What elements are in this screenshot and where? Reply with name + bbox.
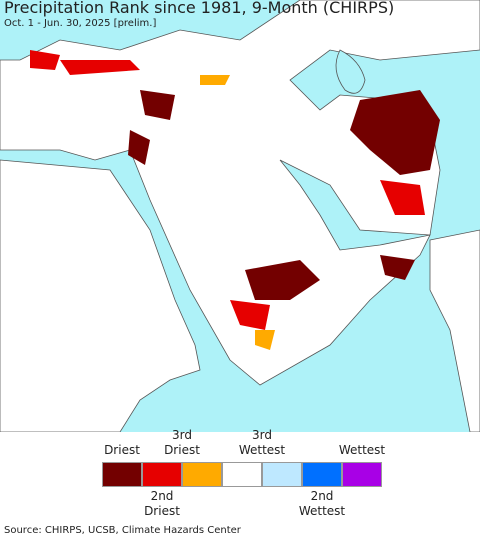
dry-areas xyxy=(128,90,440,300)
legend-swatch xyxy=(182,462,222,487)
legend-label-line: Wettest xyxy=(338,443,386,457)
legend-label: Driest xyxy=(82,443,162,458)
subtitle: Oct. 1 - Jun. 30, 2025 [prelim.] xyxy=(4,18,157,29)
legend-label-line: 3rd xyxy=(172,428,192,442)
legend-swatch xyxy=(222,462,262,487)
dry-areas-2 xyxy=(30,50,425,330)
legend-swatch xyxy=(142,462,182,487)
legend-swatch xyxy=(302,462,342,487)
legend-label-line: Wettest xyxy=(298,504,346,518)
legend-label-line: Driest xyxy=(144,504,180,518)
title: Precipitation Rank since 1981, 9-Month (… xyxy=(4,0,395,17)
legend-swatch xyxy=(342,462,382,487)
legend-label-line: Wettest xyxy=(238,443,286,457)
legend-swatch xyxy=(262,462,302,487)
caspian xyxy=(335,49,366,94)
legend-label: Wettest xyxy=(322,443,402,458)
land-africa xyxy=(0,159,201,432)
land-east xyxy=(429,229,480,432)
legend-label-line: Driest xyxy=(104,443,140,457)
dry-areas-3 xyxy=(200,75,275,350)
legend-label: 2nd Wettest xyxy=(282,489,362,519)
source: Source: CHIRPS, UCSB, Climate Hazards Ce… xyxy=(4,525,241,536)
land-north xyxy=(0,0,480,386)
legend-label-line: 3rd xyxy=(252,428,272,442)
legend-label: 3rd Wettest xyxy=(222,428,302,458)
legend-label-line: Driest xyxy=(164,443,200,457)
map xyxy=(0,0,480,432)
legend-swatch xyxy=(102,462,142,487)
legend-label: 2nd Driest xyxy=(122,489,202,519)
legend-label-line: 2nd xyxy=(310,489,334,503)
legend-label: 3rd Driest xyxy=(142,428,222,458)
legend-label-line: 2nd xyxy=(150,489,174,503)
